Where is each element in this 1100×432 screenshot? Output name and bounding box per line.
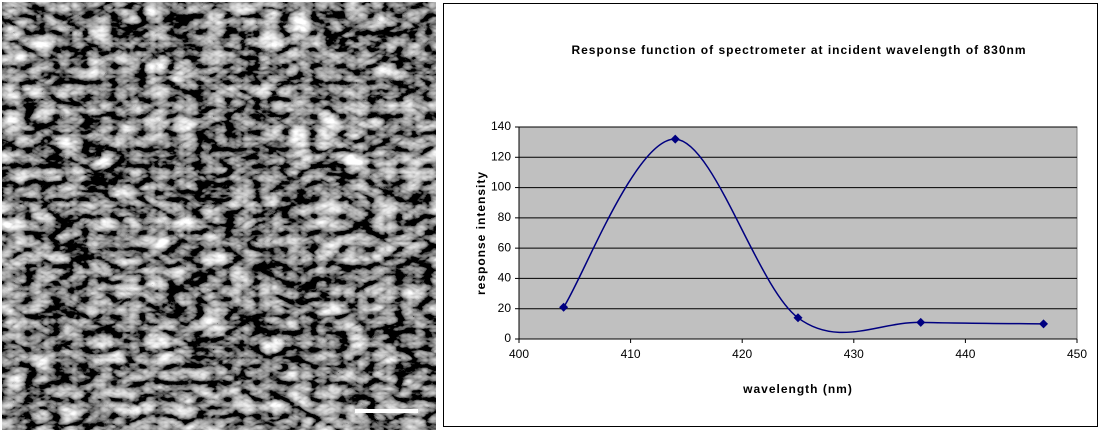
series-line [563,138,1044,334]
y-tick-label: 20 [498,301,512,315]
micrograph [2,2,436,430]
data-point [670,134,680,144]
x-tick-label: 410 [621,347,641,361]
data-point [793,313,803,323]
data-point [559,302,569,312]
y-axis-label: response intensity [474,171,488,295]
x-tick-label: 400 [509,347,529,361]
y-tick-label: 0 [504,331,511,345]
x-tick-label: 430 [844,347,864,361]
x-tick-label: 440 [955,347,975,361]
chart-title: Response function of spectrometer at inc… [571,43,1027,57]
y-tick-label: 100 [491,180,511,194]
plot-area [518,126,1078,340]
y-tick-label: 80 [498,210,512,224]
y-tick-label: 140 [491,119,511,133]
y-tick-label: 60 [498,240,512,254]
x-tick-label: 420 [732,347,752,361]
y-tick-label: 40 [498,271,512,285]
y-tick-label: 120 [491,149,511,163]
x-axis-label: wavelength (nm) [742,382,853,396]
data-point [916,317,926,327]
data-point [1039,319,1049,329]
x-tick-label: 450 [1067,347,1087,361]
